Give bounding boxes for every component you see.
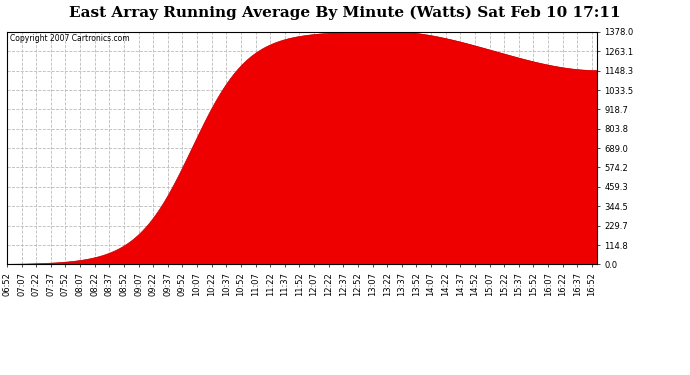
Text: Copyright 2007 Cartronics.com: Copyright 2007 Cartronics.com <box>10 34 130 43</box>
Text: East Array Running Average By Minute (Watts) Sat Feb 10 17:11: East Array Running Average By Minute (Wa… <box>69 6 621 20</box>
